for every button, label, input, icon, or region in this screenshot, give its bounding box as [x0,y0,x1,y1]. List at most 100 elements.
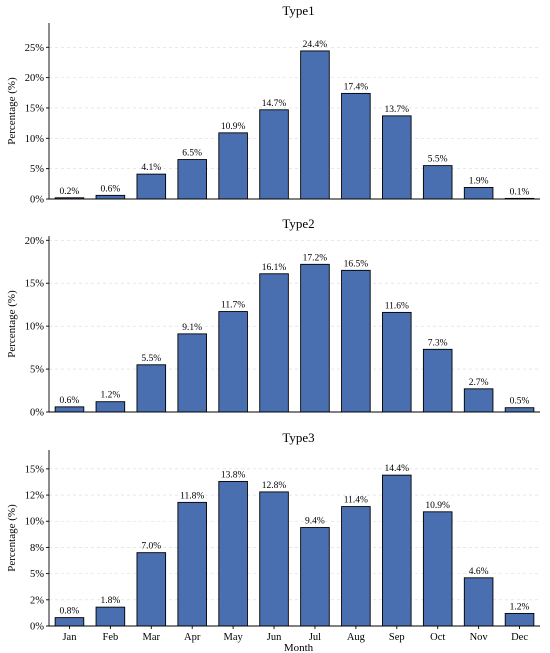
x-tick-label: Jul [309,632,321,643]
data-label: 24.4% [303,40,328,50]
data-label: 4.1% [141,163,161,173]
x-tick-label: Sep [389,632,405,643]
data-label: 7.0% [141,542,161,552]
data-label: 16.5% [344,259,369,269]
bar-aug [341,269,371,413]
bar-sep [382,115,412,200]
bar-oct [422,511,453,627]
y-tick-label: 10% [25,134,45,145]
data-label: 9.1% [182,323,202,333]
y-tick-label: 5% [30,365,44,376]
x-tick-label: Apr [184,632,201,643]
bar-oct [422,348,453,413]
data-label: 1.9% [469,176,489,186]
data-label: 10.9% [425,501,450,511]
bar-apr [177,333,207,413]
data-label: 11.7% [221,301,245,311]
y-tick-label: 5% [30,164,44,175]
bar-sep [382,311,412,413]
bar-jul [300,50,330,200]
bar-jul [300,527,330,627]
chart-title: Type2 [282,216,314,231]
data-label: 9.4% [305,517,325,527]
chart-panel-1: 0.2% 0.6% 4.1% 6.5% 10.9% 14.7% 24.4% 17.4% 13.7… [6,3,540,206]
data-label: 7.3% [428,338,448,348]
bar-aug [341,92,371,200]
data-label: 10.9% [221,122,246,132]
x-tick-label: May [224,632,244,643]
chart-title: Type3 [282,430,314,445]
data-label: 11.8% [180,491,204,501]
axis-spines [48,23,540,200]
y-tick-label: 20% [25,73,45,84]
y-tick-label: 12% [25,491,45,502]
bar-nov [463,388,494,413]
x-tick-label: Jun [267,632,282,643]
data-label: 0.6% [60,396,80,406]
bar-mar [136,364,167,413]
chart-panel-3: 0.8% Jan 1.8% Feb 7.0% Mar 11.8% Apr 13.8% May 12.… [6,430,540,653]
bar-apr [177,159,207,200]
y-tick-label: 0% [30,195,44,206]
data-label: 6.5% [182,149,202,159]
x-tick-label: Nov [470,632,489,643]
data-label: 0.6% [100,184,120,194]
data-label: 0.2% [60,187,80,197]
y-axis-label: Percentage (%) [6,504,18,572]
bar-jan [54,617,85,627]
data-label: 16.1% [262,263,287,273]
y-tick-label: 2% [30,595,44,606]
data-label: 0.5% [510,397,530,407]
y-tick-label: 15% [25,103,45,114]
bar-jun [259,109,289,200]
y-tick-label: 10% [25,322,45,333]
data-label: 1.2% [100,391,120,401]
bar-mar [136,552,167,627]
axis-spines [48,236,540,413]
data-label: 5.5% [141,354,161,364]
y-tick-label: 20% [25,236,45,247]
bar-aug [341,506,371,627]
bar-may [218,311,248,413]
data-label: 0.1% [510,187,530,197]
axis-spines [48,450,540,627]
y-tick-label: 15% [25,464,45,475]
data-label: 5.5% [428,155,448,165]
bar-nov [463,187,494,200]
data-label: 13.7% [385,105,410,115]
data-label: 1.8% [100,596,120,606]
data-label: 11.4% [344,496,368,506]
bar-feb [95,401,126,413]
bar-nov [463,577,494,627]
x-tick-label: Dec [511,632,528,643]
y-tick-label: 25% [25,43,45,54]
y-tick-label: 5% [30,569,44,580]
bar-sep [382,474,412,627]
y-tick-label: 0% [30,622,44,633]
bar-dec [504,407,535,413]
bar-dec [504,612,535,627]
x-tick-label: Aug [347,632,366,643]
bar-jun [259,273,289,413]
bar-may [218,132,248,200]
y-tick-label: 15% [25,279,45,290]
data-label: 11.6% [385,301,409,311]
bar-feb [95,194,126,200]
bar-feb [95,606,126,627]
chart-title: Type1 [282,3,314,18]
data-label: 17.4% [344,82,369,92]
data-label: 14.4% [385,464,410,474]
y-tick-label: 10% [25,517,45,528]
x-tick-label: Mar [143,632,161,643]
x-tick-label: Jan [62,632,77,643]
bar-jan [54,406,85,413]
x-axis-label: Month [284,642,314,653]
y-tick-label: 8% [30,543,44,554]
chart-panel-2: 0.6% 1.2% 5.5% 9.1% 11.7% 16.1% 17.2% 16.5% 11.6… [6,216,540,419]
bar-jul [300,263,330,413]
data-label: 13.8% [221,470,246,480]
data-label: 14.7% [262,99,287,109]
bar-may [218,480,248,627]
bar-apr [177,501,207,627]
